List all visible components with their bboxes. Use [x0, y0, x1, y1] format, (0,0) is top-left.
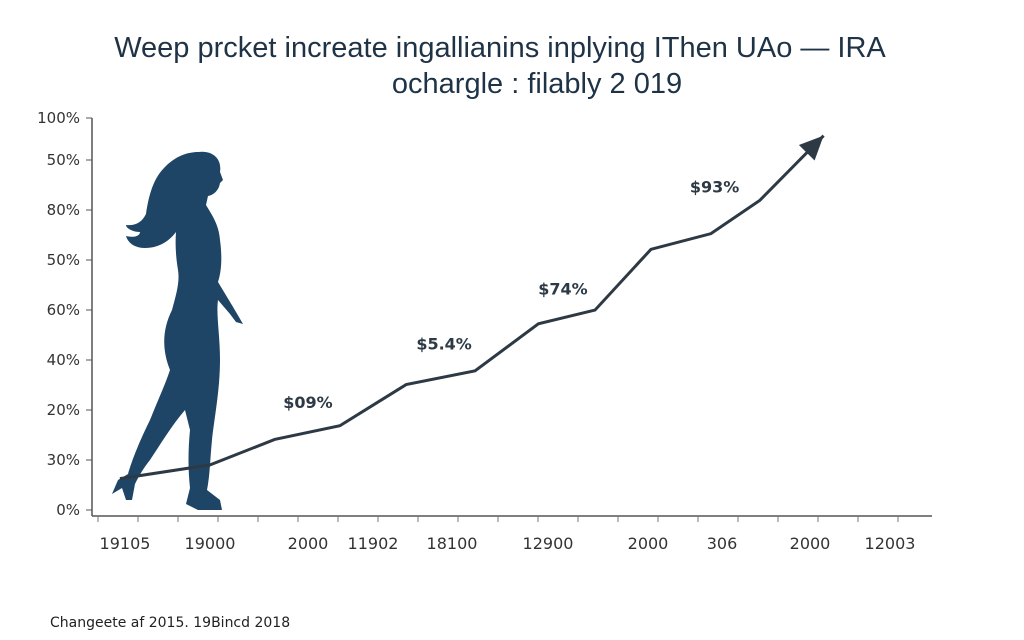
footnote: Changeete af 2015. 19Bincd 2018: [50, 615, 290, 631]
arrowhead: [798, 135, 824, 161]
x-tick-label: 19105: [100, 534, 151, 553]
x-tick-label: 2000: [790, 534, 831, 553]
data-label: $09%: [283, 393, 332, 412]
y-tick-label: 80%: [47, 201, 80, 219]
y-tick-label: 20%: [47, 401, 80, 419]
y-tick-label: 50%: [47, 251, 80, 269]
x-tick-label: 306: [707, 534, 738, 553]
axes: [91, 118, 932, 517]
y-tick-label: 40%: [47, 351, 80, 369]
data-label: $93%: [690, 177, 739, 196]
x-tick-label: 19000: [185, 534, 236, 553]
woman-walking-silhouette-icon: [112, 151, 243, 510]
y-tick-label: 100%: [37, 109, 80, 127]
chart-title: Weep prcket increate ingallianins inplyi…: [114, 32, 886, 64]
x-tick-label: 2000: [628, 534, 669, 553]
x-tick-label: 18100: [427, 534, 478, 553]
data-label: $5.4%: [416, 334, 472, 353]
series-line: [119, 134, 825, 481]
x-tick-label: 12900: [523, 534, 574, 553]
x-tick-label: 2000: [288, 534, 329, 553]
x-tick-label: 12003: [865, 534, 916, 553]
data-label: $74%: [538, 279, 587, 298]
y-tick-label: 30%: [47, 451, 80, 469]
chart-subtitle: ochargle : filably 2 019: [392, 68, 682, 100]
y-tick-label: 50%: [47, 151, 80, 169]
y-tick-label: 0%: [56, 501, 80, 519]
x-tick-label: 11902: [348, 534, 399, 553]
y-tick-label: 60%: [47, 301, 80, 319]
